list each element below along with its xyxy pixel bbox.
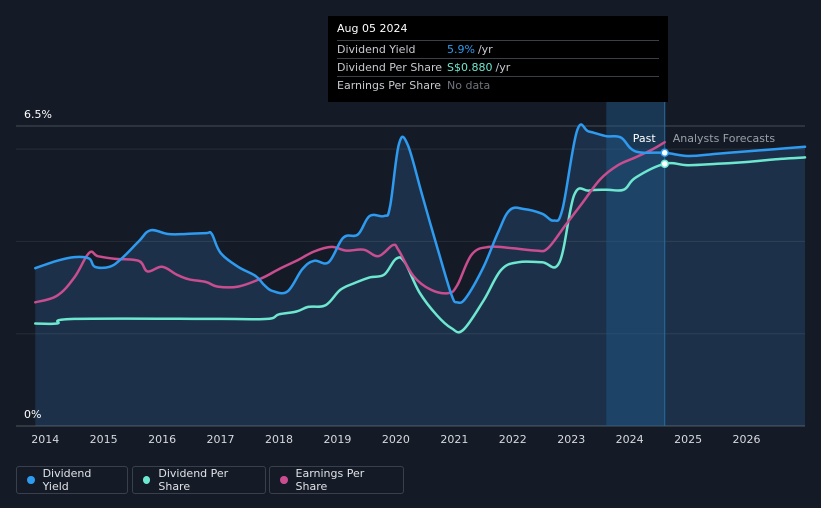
- x-tick-label: 2016: [148, 433, 176, 446]
- tooltip-label: Dividend Yield: [337, 43, 416, 56]
- tooltip-label: Dividend Per Share: [337, 61, 443, 74]
- tooltip-value: 5.9%: [447, 43, 475, 56]
- dividend-yield-line: [34, 123, 807, 305]
- dividend-per-share-marker: [660, 159, 669, 169]
- x-tick-label: 2020: [382, 433, 410, 446]
- x-tick-label: 2026: [733, 433, 761, 446]
- legend-earnings-per-share[interactable]: Earnings Per Share: [269, 466, 404, 494]
- forecast-highlight-band: [606, 100, 665, 426]
- tooltip-row-dividend-per-share: Dividend Per Share S$0.880 /yr: [337, 58, 659, 76]
- tooltip-value: S$0.880: [447, 61, 493, 74]
- tooltip-value: No data: [447, 79, 491, 92]
- tooltip-unit: /yr: [477, 43, 493, 56]
- hover-tooltip: Aug 05 2024 Dividend Yield 5.9% /yr Divi…: [328, 16, 668, 102]
- x-tick-label: 2015: [90, 433, 118, 446]
- x-tick-label: 2017: [207, 433, 235, 446]
- x-tick-label: 2023: [557, 433, 585, 446]
- tooltip-date: Aug 05 2024: [337, 22, 408, 35]
- dividend-per-share-line: [34, 156, 807, 334]
- tooltip-label: Earnings Per Share: [337, 79, 442, 92]
- y-tick-label-top: 6.5%: [24, 108, 52, 121]
- earnings-per-share-line: [34, 140, 666, 304]
- legend-label: Dividend Per Share: [158, 467, 229, 493]
- x-tick-label: 2022: [499, 433, 527, 446]
- forecast-segment-label: Analysts Forecasts: [673, 132, 776, 145]
- tooltip-unit: /yr: [495, 61, 511, 74]
- tooltip-row-dividend-yield: Dividend Yield 5.9% /yr: [337, 40, 659, 58]
- dividend-yield-marker: [660, 148, 669, 158]
- legend-dot-icon: [143, 476, 151, 484]
- legend-dividend-yield[interactable]: Dividend Yield: [16, 466, 128, 494]
- dividend-yield-area: [35, 124, 806, 426]
- past-segment-label: Past: [633, 132, 657, 145]
- legend-label: Earnings Per Share: [295, 467, 365, 493]
- legend-dot-icon: [280, 476, 288, 484]
- x-tick-label: 2025: [674, 433, 702, 446]
- x-tick-label: 2021: [440, 433, 468, 446]
- legend-dividend-per-share[interactable]: Dividend Per Share: [132, 466, 266, 494]
- x-tick-label: 2019: [323, 433, 351, 446]
- x-tick-label: 2014: [31, 433, 59, 446]
- x-tick-label: 2024: [616, 433, 644, 446]
- legend-dot-icon: [27, 476, 35, 484]
- y-tick-label-bottom: 0%: [24, 408, 41, 421]
- tooltip-row-earnings-per-share: Earnings Per Share No data: [337, 76, 659, 94]
- legend-label: Dividend Yield: [42, 467, 92, 493]
- x-tick-label: 2018: [265, 433, 293, 446]
